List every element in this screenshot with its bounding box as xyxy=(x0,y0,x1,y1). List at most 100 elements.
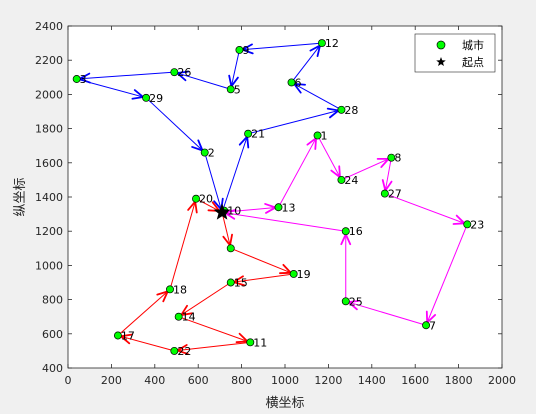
y-tick-label: 1800 xyxy=(35,123,63,136)
route-arrowhead xyxy=(176,344,189,355)
plot-frame xyxy=(67,25,503,369)
route-segment xyxy=(230,247,294,275)
plot-area xyxy=(68,26,502,368)
route-arrowhead xyxy=(279,263,292,275)
city-label: 25 xyxy=(349,295,363,308)
y-tick-label: 1000 xyxy=(35,259,63,272)
route-arrowhead xyxy=(381,179,393,192)
route-segment xyxy=(317,135,342,181)
city-label: 5 xyxy=(234,83,241,96)
route-arrowhead xyxy=(156,290,169,303)
x-tick-label: 0 xyxy=(65,374,72,387)
legend: 城市 起点 xyxy=(414,33,496,73)
route-arrowhead xyxy=(187,200,198,214)
city-point xyxy=(289,270,298,278)
route-segment xyxy=(345,300,427,326)
start-point-marker xyxy=(213,203,231,220)
route-segment xyxy=(204,152,223,213)
route-arrowhead xyxy=(306,137,318,150)
city-point xyxy=(317,39,326,48)
city-point xyxy=(72,75,81,83)
x-tick-label: 2000 xyxy=(488,374,516,387)
legend-city-marker xyxy=(436,40,446,50)
route-segment xyxy=(291,81,342,111)
city-label: 10 xyxy=(227,205,241,218)
route-segment xyxy=(76,78,147,99)
route-arrowhead xyxy=(340,233,352,246)
route-segment xyxy=(117,335,175,352)
route-series xyxy=(76,42,468,355)
city-label: 11 xyxy=(253,336,267,349)
x-axis-ticks: 0 200 400 600 800 1000 1200 1400 1600 1800 2000 xyxy=(65,26,516,387)
route-segment xyxy=(221,212,232,249)
route-arrowhead xyxy=(452,214,466,225)
x-tick-label: 1400 xyxy=(358,374,386,387)
city-label: 19 xyxy=(297,268,311,281)
route-arrowhead xyxy=(176,70,189,82)
y-tick-label: 2000 xyxy=(35,88,63,101)
route-arrowhead xyxy=(309,44,321,58)
route-arrowhead xyxy=(238,135,250,149)
route-arrowhead xyxy=(191,139,204,152)
route-segment xyxy=(384,157,392,194)
city-point xyxy=(387,153,396,162)
x-axis-label: 横坐标 xyxy=(265,396,304,411)
city-label: 15 xyxy=(234,277,248,290)
city-point xyxy=(235,45,244,54)
route-arrowhead xyxy=(222,233,233,247)
city-point xyxy=(226,244,235,253)
route-arrowhead xyxy=(376,157,390,168)
x-tick-label: 1600 xyxy=(401,374,429,387)
route-segment xyxy=(221,133,249,213)
y-axis-label: 纵坐标 xyxy=(13,177,28,216)
y-tick-label: 2200 xyxy=(35,54,63,67)
city-label: 12 xyxy=(325,37,339,50)
city-point xyxy=(192,194,200,203)
route-arrowhead xyxy=(347,299,361,311)
city-point xyxy=(341,227,350,236)
route-arrowhead xyxy=(330,165,341,179)
city-point xyxy=(463,220,472,229)
route-arrowhead xyxy=(293,82,306,94)
x-tick-label: 1800 xyxy=(445,374,473,387)
route-arrowhead xyxy=(264,203,277,214)
route-segment xyxy=(384,193,468,225)
start-marker-layer xyxy=(213,203,231,220)
city-point xyxy=(166,285,174,294)
city-label: 22 xyxy=(177,345,191,358)
city-label: 18 xyxy=(173,283,187,296)
x-tick-label: 400 xyxy=(144,374,165,387)
y-tick-label: 400 xyxy=(42,362,63,375)
city-point xyxy=(246,338,255,347)
route-segment xyxy=(239,42,322,51)
y-tick-label: 1400 xyxy=(35,191,63,204)
route-segment xyxy=(145,97,206,153)
city-point xyxy=(341,297,350,306)
route-segment xyxy=(291,42,323,83)
city-point xyxy=(337,105,346,114)
city-point xyxy=(170,346,179,355)
route-arrowhead xyxy=(326,107,340,119)
x-tick-label: 1000 xyxy=(271,374,299,387)
legend-start-marker xyxy=(436,57,446,67)
y-tick-label: 1200 xyxy=(35,225,63,238)
route-segment xyxy=(341,157,392,181)
route-segment xyxy=(174,71,231,90)
route-segment xyxy=(230,273,294,283)
city-label: 28 xyxy=(344,104,358,117)
city-point xyxy=(274,203,283,212)
x-tick-label: 600 xyxy=(188,374,209,387)
route-arrowhead xyxy=(131,89,145,100)
city-point xyxy=(226,85,235,94)
route-segment xyxy=(117,288,171,336)
route-segment xyxy=(425,224,468,326)
city-label: 27 xyxy=(388,188,402,201)
legend-box xyxy=(414,33,496,73)
route-segment xyxy=(178,282,232,318)
route-arrowhead xyxy=(119,333,133,345)
city-label: 21 xyxy=(251,128,265,141)
city-label: 13 xyxy=(281,201,295,214)
city-point xyxy=(174,312,183,321)
city-point xyxy=(142,93,151,102)
